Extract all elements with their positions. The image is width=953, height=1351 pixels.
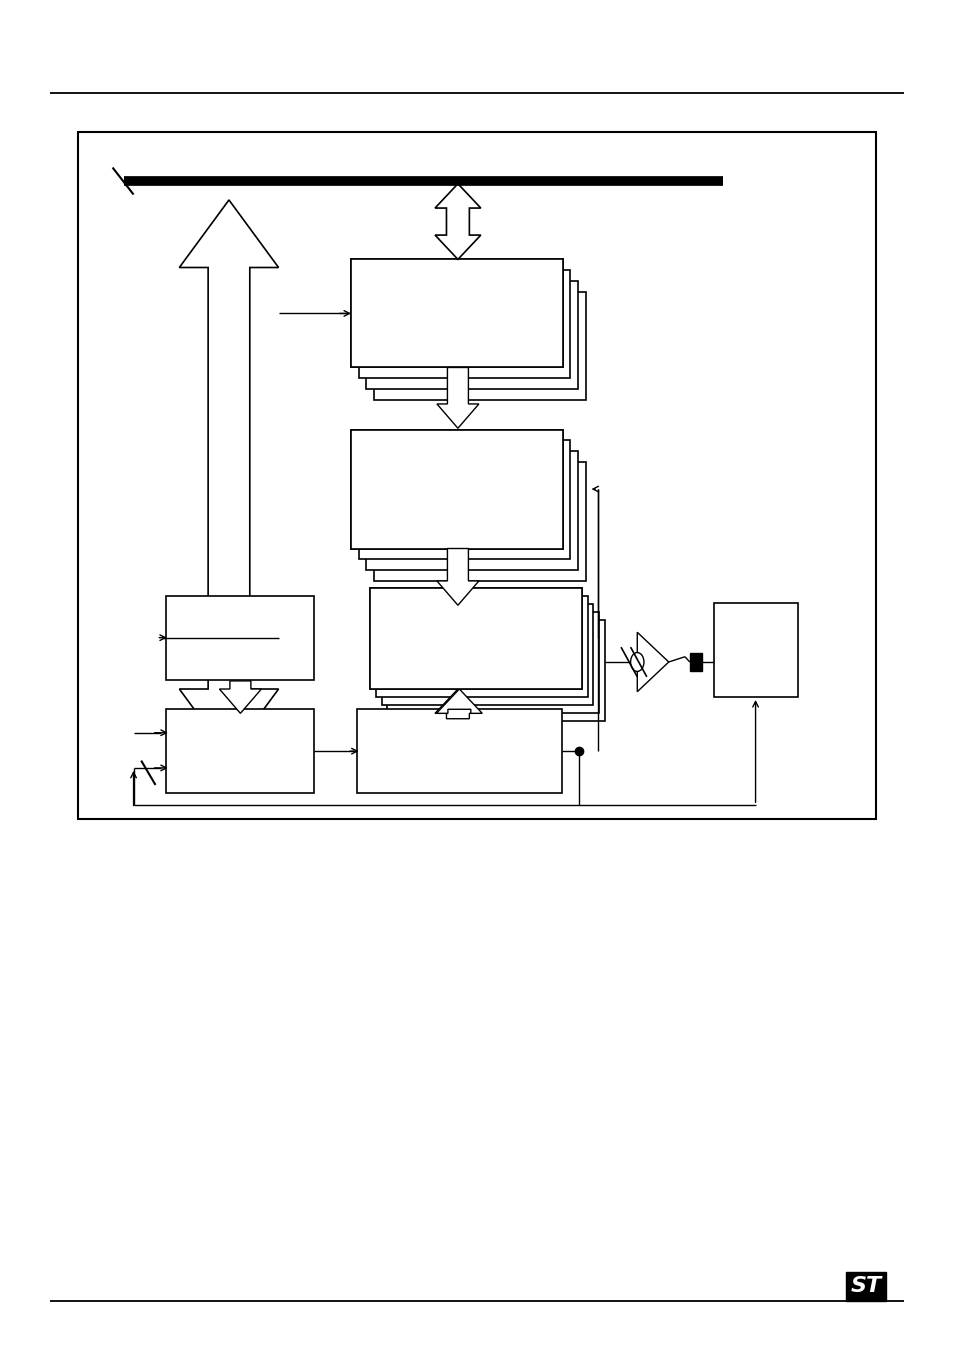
Bar xyxy=(166,596,314,680)
Polygon shape xyxy=(436,549,478,605)
Bar xyxy=(351,430,562,549)
Circle shape xyxy=(630,653,643,671)
Polygon shape xyxy=(219,681,261,713)
Polygon shape xyxy=(435,689,480,719)
Bar xyxy=(370,588,581,689)
Bar xyxy=(358,270,570,378)
Polygon shape xyxy=(436,367,478,428)
Bar xyxy=(358,440,570,559)
Bar xyxy=(393,620,604,721)
Bar xyxy=(374,462,585,581)
Polygon shape xyxy=(436,689,481,713)
Bar xyxy=(374,292,585,400)
Bar xyxy=(375,596,587,697)
Bar xyxy=(366,281,578,389)
Bar xyxy=(366,451,578,570)
Bar xyxy=(381,604,593,705)
Bar xyxy=(166,709,314,793)
Bar xyxy=(78,132,875,819)
Text: ST: ST xyxy=(850,1277,881,1296)
Bar xyxy=(387,612,598,713)
Polygon shape xyxy=(637,632,668,692)
Bar xyxy=(351,259,562,367)
Bar xyxy=(370,588,581,689)
Bar xyxy=(351,259,562,367)
Bar xyxy=(356,709,561,793)
Polygon shape xyxy=(435,184,480,259)
Polygon shape xyxy=(689,654,701,670)
Bar xyxy=(713,603,797,697)
Bar xyxy=(351,430,562,549)
Polygon shape xyxy=(179,200,278,757)
